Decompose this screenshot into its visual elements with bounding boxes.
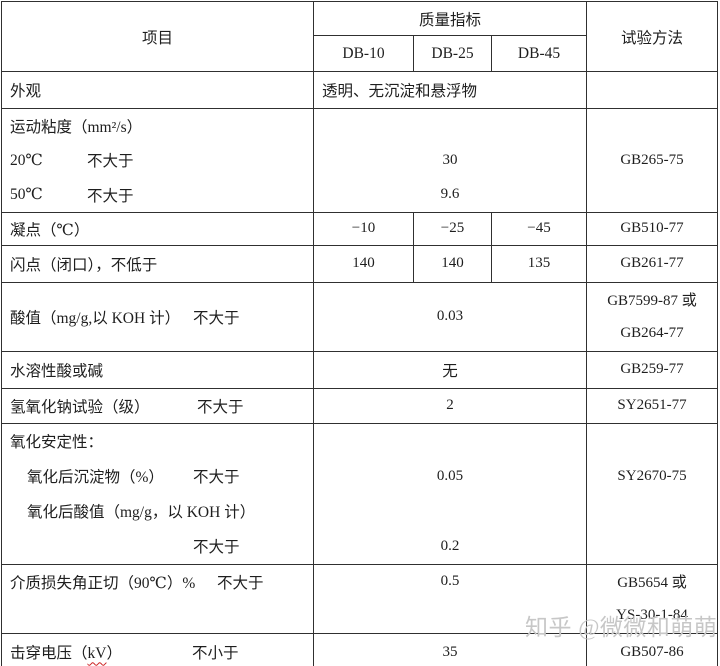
appearance-label: 外观 <box>1 71 314 109</box>
dielectric-qualifier: 不大于 <box>217 574 264 592</box>
breakdown-label-pre: 击穿电压（ <box>10 645 88 663</box>
row-oxidation: 氧化安定性： 氧化后沉淀物（%） 不大于 氧化后酸值（mg/g，以 KOH 计）… <box>1 422 719 565</box>
viscosity-method: GB265-75 <box>586 108 719 213</box>
flash-point-method: GB261-77 <box>586 244 719 283</box>
water-soluble-label: 水溶性酸或碱 <box>1 350 314 389</box>
viscosity-50c-value: 9.6 <box>440 186 460 203</box>
row-appearance: 外观 透明、无沉淀和悬浮物 <box>1 71 719 109</box>
viscosity-title: 运动粘度（mm²/s） <box>10 119 143 137</box>
header-grade-db45: DB-45 <box>490 35 588 72</box>
flash-point-value-db45: 135 <box>490 244 588 283</box>
dielectric-method-line2: YS-30-1-84 <box>616 607 688 624</box>
naoh-test-method: SY2651-77 <box>586 387 719 424</box>
naoh-test-label: 氢氧化钠试验（级） <box>10 398 150 416</box>
oxidation-label-cell: 氧化安定性： 氧化后沉淀物（%） 不大于 氧化后酸值（mg/g，以 KOH 计）… <box>1 422 314 565</box>
spacer-line <box>315 494 586 529</box>
row-flash-point: 闪点（闭口），不低于 140 140 135 GB261-77 <box>1 244 719 283</box>
pour-point-label: 凝点（℃） <box>1 211 314 246</box>
breakdown-label-suffix: ） <box>106 645 122 663</box>
oxidation-sediment-label: 氧化后沉淀物（%） <box>27 469 164 487</box>
row-viscosity: 运动粘度（mm²/s） 20℃ 不大于 50℃ 不大于 30 9.6 GB265… <box>1 108 719 213</box>
spacer-line <box>588 529 717 564</box>
appearance-value: 透明、无沉淀和悬浮物 <box>312 71 588 109</box>
water-soluble-method: GB259-77 <box>586 350 719 389</box>
breakdown-label-unit: kV <box>87 645 107 663</box>
row-acid-value: 酸值（mg/g,以 KOH 计） 不大于 0.03 GB7599-87 或 GB… <box>1 281 719 352</box>
oxidation-sediment-qualifier: 不大于 <box>193 469 240 487</box>
dielectric-label: 介质损失角正切（90℃）% <box>10 574 196 592</box>
breakdown-label-cell: 击穿电压（kV） 不小于 <box>1 632 314 666</box>
spacer-line <box>588 494 717 529</box>
viscosity-label-cell: 运动粘度（mm²/s） 20℃ 不大于 50℃ 不大于 <box>1 108 314 213</box>
acid-value-method-cell: GB7599-87 或 GB264-77 <box>586 281 719 352</box>
header-item: 项目 <box>1 1 314 72</box>
spacer-line <box>315 109 586 143</box>
naoh-test-qualifier: 不大于 <box>197 398 244 416</box>
viscosity-20c-qualifier: 不大于 <box>87 153 134 171</box>
spacer-line <box>3 599 313 633</box>
appearance-method-cell-empty <box>586 71 719 109</box>
viscosity-line-50c: 50℃ 不大于 <box>3 178 313 212</box>
acid-value-label-cell: 酸值（mg/g,以 KOH 计） 不大于 <box>1 281 314 352</box>
acid-value-method-line2: GB264-77 <box>620 325 684 342</box>
row-naoh-test: 氢氧化钠试验（级） 不大于 2 SY2651-77 <box>1 387 719 424</box>
pour-point-value-db45: −45 <box>490 211 588 246</box>
row-water-soluble: 水溶性酸或碱 无 GB259-77 <box>1 350 719 389</box>
viscosity-20c-label: 20℃ <box>10 151 43 169</box>
naoh-test-value: 2 <box>312 387 588 424</box>
viscosity-value-cell: 30 9.6 <box>312 108 588 213</box>
row-dielectric-loss: 介质损失角正切（90℃）% 不大于 0.5 GB5654 或 YS-30-1-8… <box>1 563 719 634</box>
pour-point-value-db10: −10 <box>313 211 414 246</box>
flash-point-value-db10: 140 <box>313 244 414 283</box>
oxidation-sediment-value: 0.05 <box>436 467 464 484</box>
oxidation-acid-qualifier-line: 不大于 <box>3 529 313 564</box>
oxidation-value-cell: 0.05 0.2 <box>312 422 588 565</box>
pour-point-method: GB510-77 <box>586 211 719 246</box>
breakdown-qualifier: 不小于 <box>192 645 239 663</box>
header-grade-db10: DB-10 <box>313 35 414 72</box>
oxidation-acid-value: 0.2 <box>440 537 460 554</box>
header-grade-db25: DB-25 <box>413 35 492 72</box>
oxidation-method-cell: SY2670-75 <box>586 422 719 565</box>
viscosity-50c-label: 50℃ <box>10 186 43 204</box>
acid-value-method-line1: GB7599-87 或 <box>607 293 697 310</box>
row-pour-point: 凝点（℃） −10 −25 −45 GB510-77 <box>1 211 719 246</box>
spacer-line <box>315 424 586 459</box>
viscosity-50c-qualifier: 不大于 <box>87 187 134 205</box>
dielectric-value-cell: 0.5 <box>312 563 588 634</box>
header-quality-index: 质量指标 <box>312 1 588 36</box>
dielectric-value: 0.5 <box>440 573 460 590</box>
breakdown-value: 35 <box>312 632 588 666</box>
flash-point-value-db25: 140 <box>413 244 492 283</box>
row-breakdown-voltage: 击穿电压（kV） 不小于 35 GB507-86 <box>1 632 719 666</box>
breakdown-method: GB507-86 <box>586 632 719 666</box>
viscosity-line-20c: 20℃ 不大于 <box>3 143 313 177</box>
acid-value-qualifier: 不大于 <box>193 309 240 327</box>
oxidation-acid-qualifier: 不大于 <box>193 539 240 557</box>
zhihu-watermark: 知乎 @微微和萌萌 <box>525 615 718 640</box>
acid-value-label: 酸值（mg/g,以 KOH 计） <box>10 309 181 327</box>
header-test-method: 试验方法 <box>586 1 719 72</box>
dielectric-method-line1: GB5654 或 <box>617 575 687 592</box>
pour-point-value-db25: −25 <box>413 211 492 246</box>
flash-point-label: 闪点（闭口），不低于 <box>1 244 314 283</box>
acid-value-value: 0.03 <box>312 281 588 352</box>
oxidation-title: 氧化安定性： <box>10 434 104 452</box>
viscosity-20c-value: 30 <box>442 151 458 168</box>
water-soluble-value: 无 <box>312 350 588 389</box>
oxidation-acid-label: 氧化后酸值（mg/g，以 KOH 计） <box>27 504 256 522</box>
oxidation-sediment-line: 氧化后沉淀物（%） 不大于 <box>3 459 313 494</box>
dielectric-label-line: 介质损失角正切（90℃）% 不大于 <box>3 565 313 599</box>
spacer-line <box>588 424 717 459</box>
naoh-test-label-cell: 氢氧化钠试验（级） 不大于 <box>1 387 314 424</box>
dielectric-label-cell: 介质损失角正切（90℃）% 不大于 <box>1 563 314 634</box>
oxidation-method: SY2670-75 <box>617 467 687 484</box>
dielectric-method-cell: GB5654 或 YS-30-1-84 <box>586 563 719 634</box>
